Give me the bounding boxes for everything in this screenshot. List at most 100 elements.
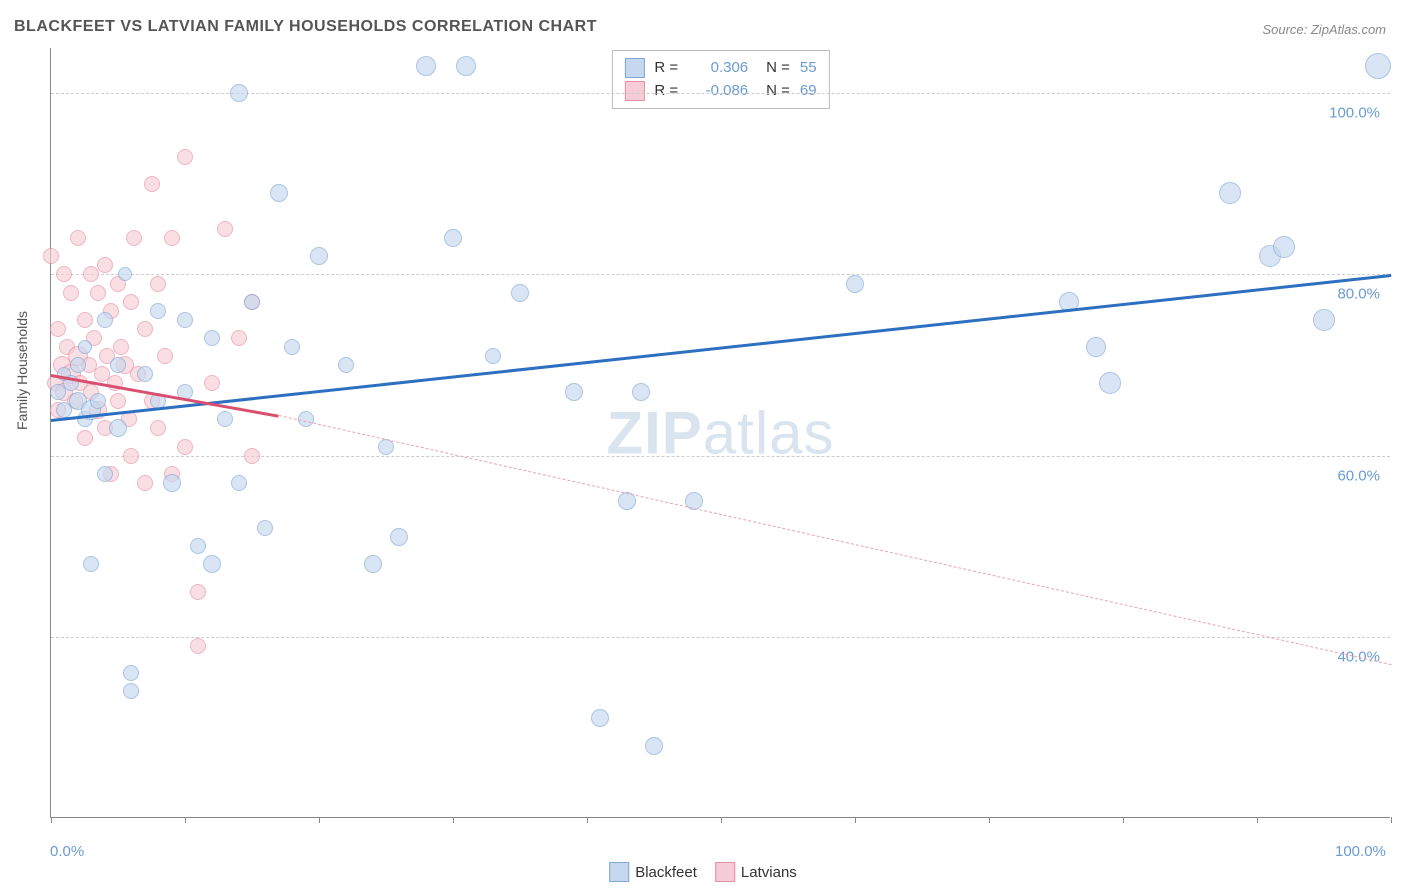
legend-item-blackfeet: Blackfeet <box>609 862 697 882</box>
latvians-point <box>190 638 206 654</box>
legend-row-blackfeet: R = 0.306 N = 55 <box>624 57 816 80</box>
swatch-latvians <box>624 81 644 101</box>
gridline <box>51 274 1390 275</box>
blackfeet-point <box>846 275 864 293</box>
blackfeet-point <box>257 520 273 536</box>
blackfeet-point <box>1313 309 1335 331</box>
latvians-point <box>177 149 193 165</box>
x-tick-mark <box>453 817 454 823</box>
r-value-blackfeet: 0.306 <box>688 57 748 80</box>
latvians-point <box>123 294 139 310</box>
blackfeet-point <box>90 393 106 409</box>
blackfeet-point <box>203 555 221 573</box>
latvians-point <box>56 266 72 282</box>
latvians-point <box>150 420 166 436</box>
blackfeet-point <box>645 737 663 755</box>
latvians-point <box>244 448 260 464</box>
latvians-point <box>77 430 93 446</box>
blackfeet-point <box>632 383 650 401</box>
x-tick-mark <box>1123 817 1124 823</box>
latvians-point <box>217 221 233 237</box>
latvians-point <box>123 448 139 464</box>
blackfeet-point <box>204 330 220 346</box>
latvians-point <box>110 393 126 409</box>
latvians-point <box>137 475 153 491</box>
blackfeet-point <box>1099 372 1121 394</box>
swatch-blackfeet <box>624 58 644 78</box>
x-tick-mark <box>855 817 856 823</box>
blackfeet-point <box>190 538 206 554</box>
x-tick-mark <box>721 817 722 823</box>
blackfeet-point <box>70 357 86 373</box>
blackfeet-point <box>217 411 233 427</box>
x-tick-label: 0.0% <box>50 843 84 860</box>
latvians-point <box>144 176 160 192</box>
latvians-point <box>164 230 180 246</box>
plot-area: ZIPatlas R = 0.306 N = 55 R = -0.086 N =… <box>50 48 1390 818</box>
blackfeet-point <box>310 247 328 265</box>
blackfeet-point <box>231 475 247 491</box>
latvians-point <box>70 230 86 246</box>
blackfeet-point <box>1365 53 1391 79</box>
latvians-point <box>190 584 206 600</box>
blackfeet-point <box>485 348 501 364</box>
x-tick-mark <box>587 817 588 823</box>
correlation-legend: R = 0.306 N = 55 R = -0.086 N = 69 <box>611 50 829 109</box>
latvians-point <box>43 248 59 264</box>
x-tick-label: 100.0% <box>1335 843 1386 860</box>
y-axis-label: Family Households <box>14 311 30 430</box>
blackfeet-point <box>163 474 181 492</box>
latvians-point <box>50 321 66 337</box>
blackfeet-point <box>244 294 260 310</box>
legend-row-latvians: R = -0.086 N = 69 <box>624 80 816 103</box>
trendline-extrapolated <box>279 415 1391 665</box>
blackfeet-point <box>456 56 476 76</box>
blackfeet-point <box>1273 236 1295 258</box>
latvians-point <box>113 339 129 355</box>
gridline <box>51 637 1390 638</box>
source-attribution: Source: ZipAtlas.com <box>1262 22 1386 37</box>
blackfeet-point <box>83 556 99 572</box>
blackfeet-point <box>118 267 132 281</box>
gridline <box>51 93 1390 94</box>
blackfeet-point <box>230 84 248 102</box>
latvians-point <box>150 276 166 292</box>
x-tick-mark <box>1257 817 1258 823</box>
r-value-latvians: -0.086 <box>688 80 748 103</box>
blackfeet-point <box>78 340 92 354</box>
latvians-point <box>231 330 247 346</box>
n-value-latvians: 69 <box>800 80 817 103</box>
blackfeet-point <box>123 665 139 681</box>
swatch-blackfeet-icon <box>609 862 629 882</box>
latvians-point <box>137 321 153 337</box>
latvians-point <box>77 312 93 328</box>
blackfeet-point <box>270 184 288 202</box>
blackfeet-point <box>110 357 126 373</box>
x-tick-mark <box>185 817 186 823</box>
x-tick-mark <box>51 817 52 823</box>
blackfeet-point <box>1086 337 1106 357</box>
blackfeet-point <box>177 312 193 328</box>
latvians-point <box>126 230 142 246</box>
blackfeet-point <box>338 357 354 373</box>
n-value-blackfeet: 55 <box>800 57 817 80</box>
blackfeet-point <box>150 303 166 319</box>
series-legend: Blackfeet Latvians <box>609 862 797 882</box>
blackfeet-point <box>137 366 153 382</box>
latvians-point <box>97 257 113 273</box>
blackfeet-point <box>565 383 583 401</box>
blackfeet-point <box>511 284 529 302</box>
watermark: ZIPatlas <box>606 398 834 467</box>
blackfeet-point <box>109 419 127 437</box>
chart-title: BLACKFEET VS LATVIAN FAMILY HOUSEHOLDS C… <box>14 18 597 36</box>
blackfeet-point <box>97 312 113 328</box>
y-tick-label: 100.0% <box>1329 105 1380 122</box>
latvians-point <box>157 348 173 364</box>
blackfeet-point <box>364 555 382 573</box>
blackfeet-point <box>284 339 300 355</box>
blackfeet-point <box>123 683 139 699</box>
blackfeet-point <box>1219 182 1241 204</box>
swatch-latvians-icon <box>715 862 735 882</box>
y-tick-label: 80.0% <box>1337 286 1380 303</box>
blackfeet-point <box>416 56 436 76</box>
